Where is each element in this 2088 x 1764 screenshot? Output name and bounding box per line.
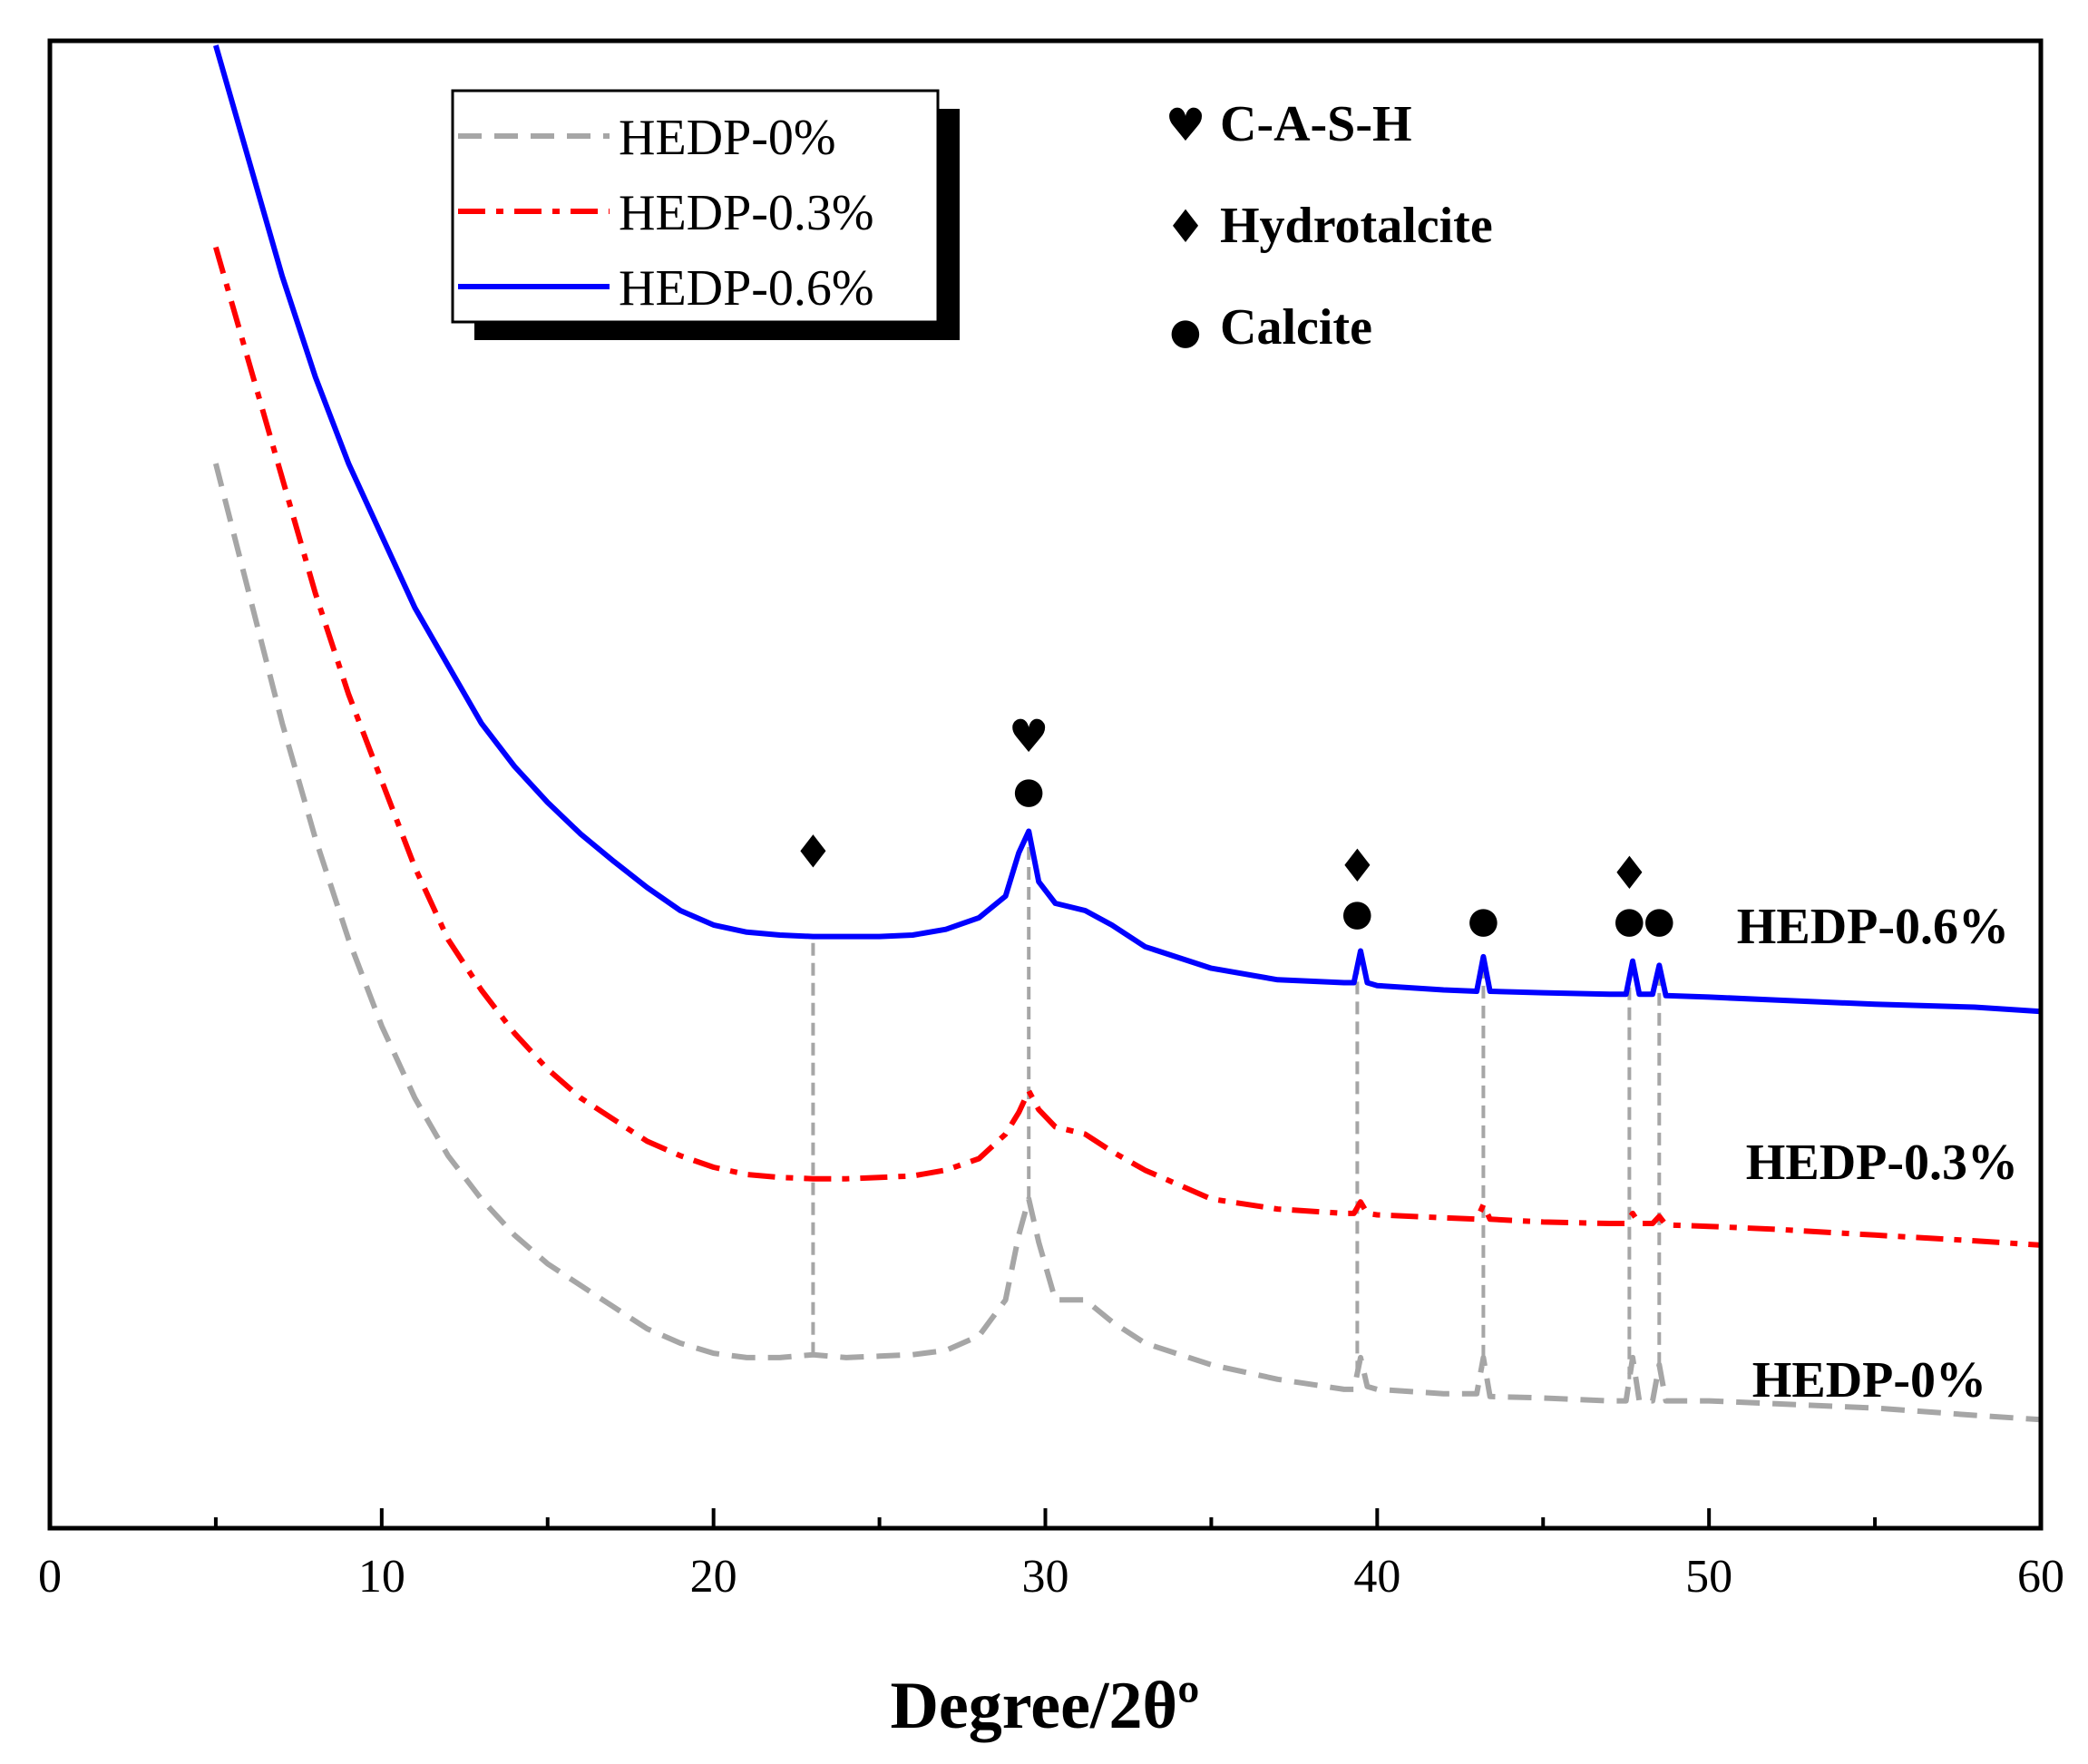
x-tick-label: 10	[358, 1551, 405, 1603]
series-end-label: HEDP-0.3%	[1746, 1135, 2018, 1191]
series-end-labels: HEDP-0% HEDP-0.3% HEDP-0.6%	[1737, 899, 2018, 1408]
phase-key-symbol: ●	[1170, 311, 1202, 353]
legend-label: HEDP-0.6%	[619, 260, 874, 317]
phase-key-label: C-A-S-H	[1220, 96, 1412, 152]
phase-marker: ♥	[1009, 710, 1049, 763]
reference-lines	[811, 831, 1662, 1379]
x-tick-label: 0	[38, 1551, 62, 1603]
legend: HEDP-0% HEDP-0.3% HEDP-0.6%	[451, 89, 960, 340]
phase-marker: ●	[1342, 892, 1373, 934]
series-line	[213, 44, 2041, 1015]
phase-marker: ●	[1468, 900, 1499, 941]
phase-marker: ●	[1013, 770, 1045, 812]
phase-marker: ♦	[793, 825, 834, 878]
phase-marker: ●	[1614, 900, 1645, 941]
x-tick-label: 50	[1685, 1551, 1732, 1603]
phase-key-symbol: ♥	[1166, 99, 1206, 151]
phase-markers: ♦♥●♦● ●♦●●	[793, 710, 1675, 941]
phase-key-label: Hydrotalcite	[1220, 198, 1493, 254]
series-end-label: HEDP-0.6%	[1737, 899, 2009, 955]
legend-label: HEDP-0.3%	[619, 185, 874, 241]
x-tick-label: 60	[2017, 1551, 2064, 1603]
phase-marker: ♦	[1337, 840, 1378, 892]
x-tick-label: 40	[1353, 1551, 1400, 1603]
legend-label: HEDP-0%	[619, 110, 836, 166]
phase-key-label: Calcite	[1220, 299, 1372, 356]
x-axis-title: Degree/2θº	[890, 1669, 1199, 1743]
legend-box	[451, 89, 940, 324]
series-line	[213, 246, 2041, 1248]
series-line	[212, 463, 2041, 1423]
x-axis-ticks: 0 10 20 30 40 50 60	[38, 1508, 2064, 1603]
phase-marker: ●	[1644, 900, 1675, 941]
phase-marker: ♦	[1609, 847, 1650, 900]
series-layer	[212, 44, 2041, 1423]
x-tick-label: 30	[1022, 1551, 1069, 1603]
phase-key-symbol: ♦	[1166, 200, 1206, 253]
series-end-label: HEDP-0%	[1752, 1352, 1986, 1408]
plot-frame	[47, 38, 2044, 1531]
phase-key: ♥ C-A-S-H ♦ Hydrotalcite ● Calcite	[1166, 96, 1493, 356]
x-tick-label: 20	[690, 1551, 737, 1603]
